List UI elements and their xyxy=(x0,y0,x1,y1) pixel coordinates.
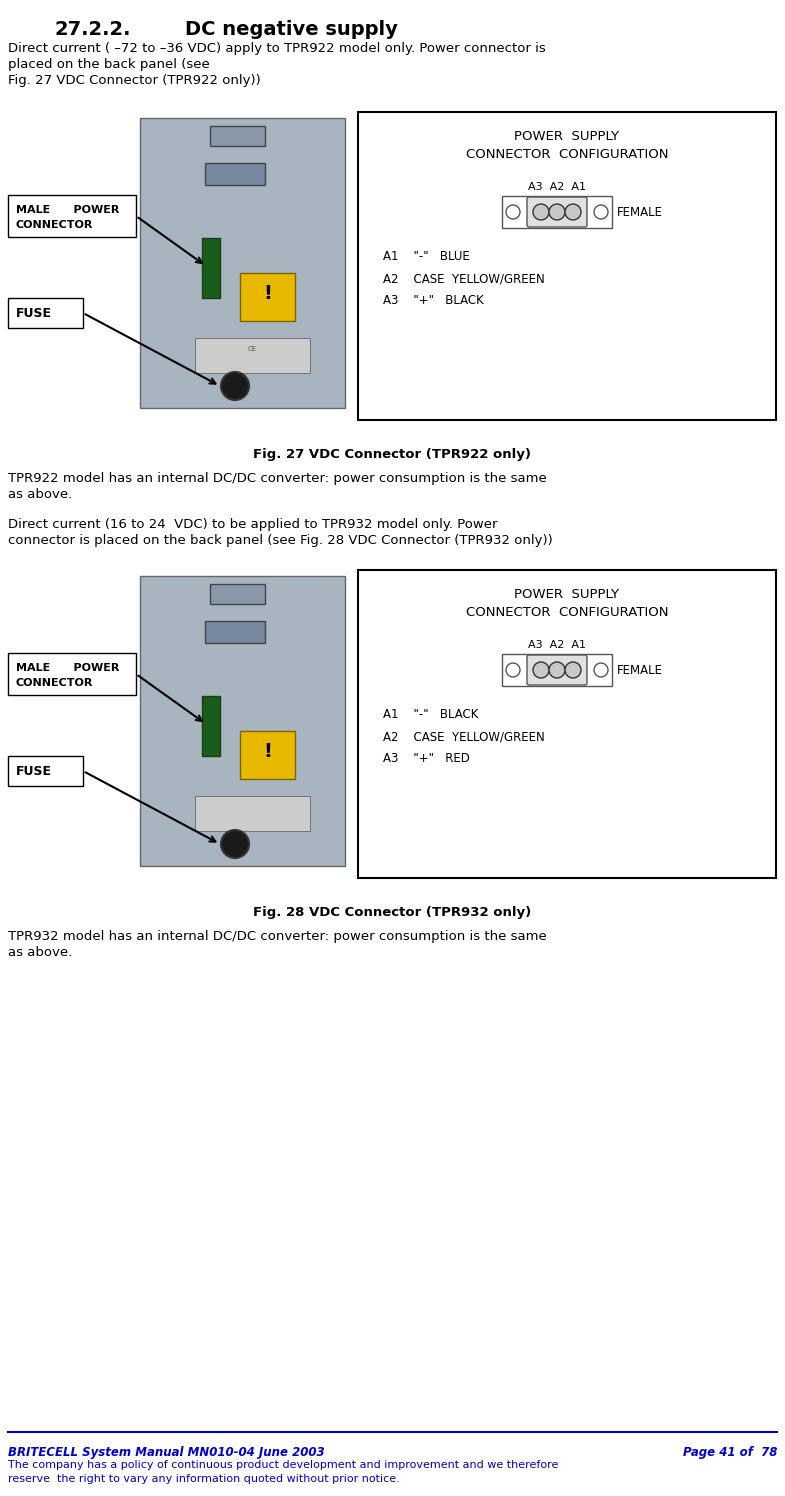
Text: FUSE: FUSE xyxy=(16,764,52,778)
Text: MALE      POWER: MALE POWER xyxy=(16,663,119,673)
FancyBboxPatch shape xyxy=(527,655,587,685)
Text: The company has a policy of continuous product development and improvement and w: The company has a policy of continuous p… xyxy=(8,1460,558,1471)
Text: CONNECTOR: CONNECTOR xyxy=(16,220,93,230)
Circle shape xyxy=(221,830,249,859)
Text: POWER  SUPPLY: POWER SUPPLY xyxy=(514,588,619,601)
Text: FEMALE: FEMALE xyxy=(617,664,663,676)
Bar xyxy=(210,126,265,147)
Text: A2    CASE  YELLOW/GREEN: A2 CASE YELLOW/GREEN xyxy=(383,272,545,286)
FancyBboxPatch shape xyxy=(527,197,587,227)
Circle shape xyxy=(594,663,608,678)
Bar xyxy=(205,163,265,186)
Bar xyxy=(140,118,345,408)
Circle shape xyxy=(221,373,249,399)
Text: Fig. 27 VDC Connector (TPR922 only): Fig. 27 VDC Connector (TPR922 only) xyxy=(253,447,531,461)
Text: FEMALE: FEMALE xyxy=(617,205,663,218)
Text: CONNECTOR: CONNECTOR xyxy=(16,678,93,688)
Bar xyxy=(210,583,265,604)
Text: !: ! xyxy=(264,284,272,302)
Bar xyxy=(8,298,83,328)
Circle shape xyxy=(549,203,565,220)
Text: BRITECELL System Manual MN010-04 June 2003: BRITECELL System Manual MN010-04 June 20… xyxy=(8,1447,325,1459)
Bar xyxy=(205,621,265,643)
Bar xyxy=(358,570,776,878)
Text: POWER  SUPPLY: POWER SUPPLY xyxy=(514,130,619,144)
Text: as above.: as above. xyxy=(8,488,72,501)
Text: A2    CASE  YELLOW/GREEN: A2 CASE YELLOW/GREEN xyxy=(383,730,545,744)
Text: CONNECTOR  CONFIGURATION: CONNECTOR CONFIGURATION xyxy=(466,148,668,162)
Text: connector is placed on the back panel (see Fig. 28 VDC Connector (TPR932 only)): connector is placed on the back panel (s… xyxy=(8,534,553,548)
Text: reserve  the right to vary any information quoted without prior notice.: reserve the right to vary any informatio… xyxy=(8,1474,400,1484)
Text: MALE      POWER: MALE POWER xyxy=(16,205,119,215)
Text: TPR922 model has an internal DC/DC converter: power consumption is the same: TPR922 model has an internal DC/DC conve… xyxy=(8,473,546,485)
Bar xyxy=(358,112,776,420)
Bar xyxy=(195,338,310,373)
Circle shape xyxy=(594,205,608,218)
Text: Direct current (16 to 24  VDC) to be applied to TPR932 model only. Power: Direct current (16 to 24 VDC) to be appl… xyxy=(8,518,498,531)
Text: Fig. 28 VDC Connector (TPR932 only): Fig. 28 VDC Connector (TPR932 only) xyxy=(253,907,531,919)
Bar xyxy=(8,194,136,236)
Bar xyxy=(195,796,310,830)
Circle shape xyxy=(565,663,581,678)
Bar xyxy=(8,652,136,696)
Text: as above.: as above. xyxy=(8,945,72,959)
Bar xyxy=(8,755,83,785)
Text: A1    "-"   BLUE: A1 "-" BLUE xyxy=(383,250,469,263)
Text: A3  A2  A1: A3 A2 A1 xyxy=(528,183,586,191)
Bar xyxy=(202,238,220,298)
Text: CONNECTOR  CONFIGURATION: CONNECTOR CONFIGURATION xyxy=(466,606,668,619)
Bar xyxy=(240,732,295,779)
Circle shape xyxy=(506,663,520,678)
Text: A1    "-"   BLACK: A1 "-" BLACK xyxy=(383,708,478,721)
Text: TPR932 model has an internal DC/DC converter: power consumption is the same: TPR932 model has an internal DC/DC conve… xyxy=(8,931,546,942)
Text: CE: CE xyxy=(247,346,257,352)
Text: Fig. 27 VDC Connector (TPR922 only)): Fig. 27 VDC Connector (TPR922 only)) xyxy=(8,73,261,87)
Text: FUSE: FUSE xyxy=(16,307,52,320)
Text: 27.2.2.: 27.2.2. xyxy=(55,19,132,39)
Circle shape xyxy=(506,205,520,218)
Text: Page 41 of  78: Page 41 of 78 xyxy=(683,1447,777,1459)
Bar xyxy=(140,576,345,866)
Bar xyxy=(202,696,220,755)
Circle shape xyxy=(533,663,549,678)
Circle shape xyxy=(533,203,549,220)
Text: A3  A2  A1: A3 A2 A1 xyxy=(528,640,586,649)
Text: placed on the back panel (see: placed on the back panel (see xyxy=(8,58,210,70)
Bar xyxy=(502,654,612,687)
Circle shape xyxy=(565,203,581,220)
Text: Direct current ( –72 to –36 VDC) apply to TPR922 model only. Power connector is: Direct current ( –72 to –36 VDC) apply t… xyxy=(8,42,546,55)
Text: A3    "+"   BLACK: A3 "+" BLACK xyxy=(383,295,484,307)
Bar xyxy=(240,272,295,322)
Text: A3    "+"   RED: A3 "+" RED xyxy=(383,752,470,764)
Circle shape xyxy=(549,663,565,678)
Text: !: ! xyxy=(264,742,272,760)
Text: DC negative supply: DC negative supply xyxy=(185,19,398,39)
Bar xyxy=(502,196,612,227)
